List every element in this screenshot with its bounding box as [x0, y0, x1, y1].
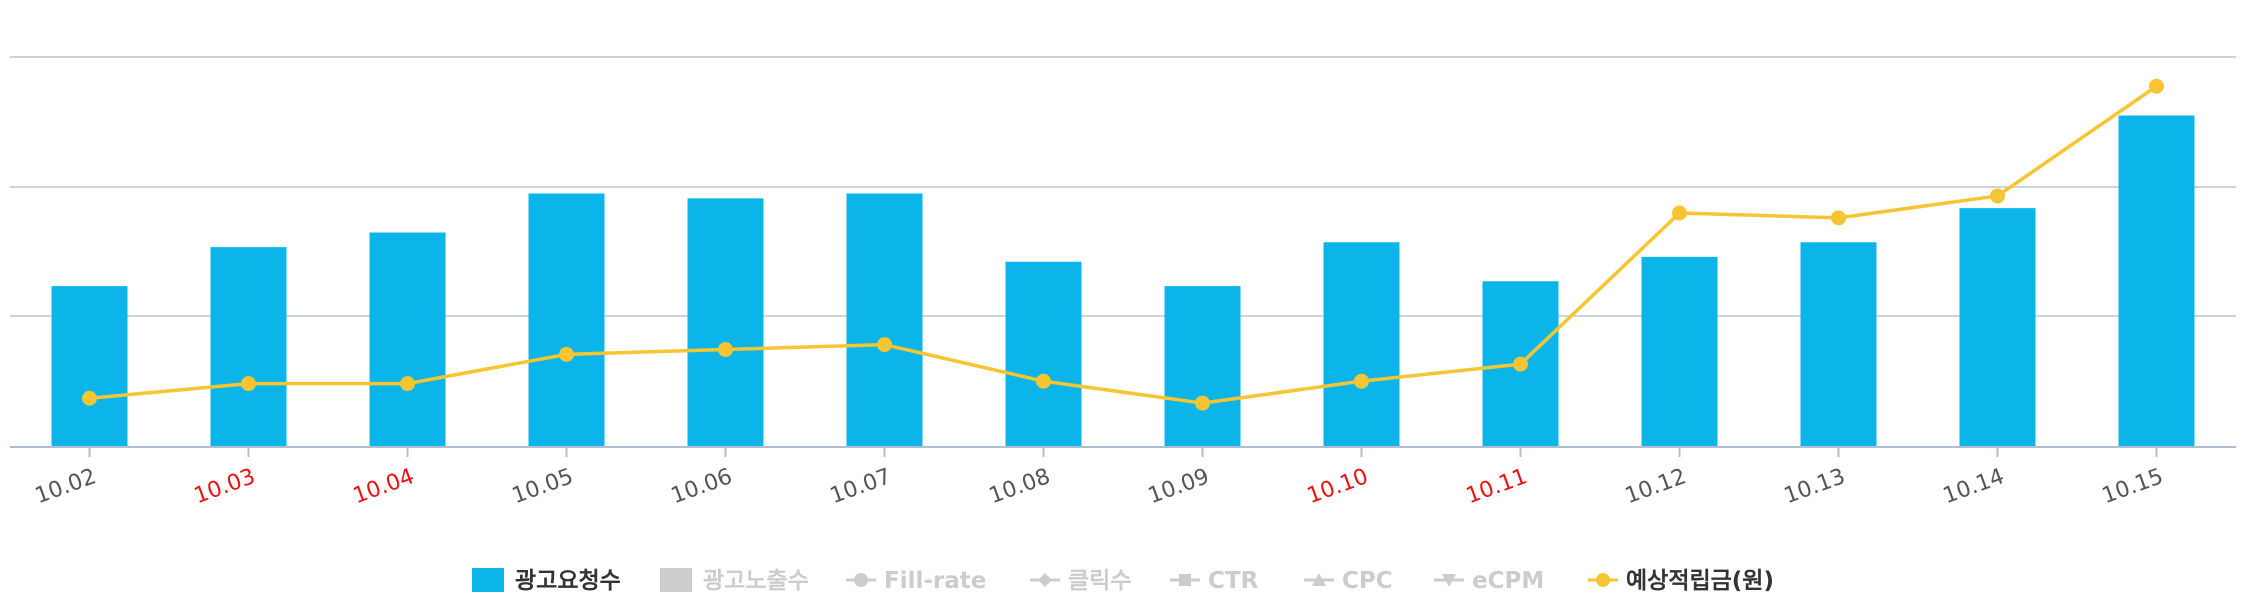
bar-10.09[interactable]: [1164, 286, 1241, 447]
legend-marker-diamond: [1038, 573, 1052, 587]
line-point-10.14[interactable]: [1990, 188, 2005, 204]
x-tick-label: 10.06: [668, 464, 736, 509]
bar-10.13[interactable]: [1800, 242, 1877, 447]
legend-marker-triangle-down: [1442, 574, 1456, 587]
line-point-10.12[interactable]: [1672, 205, 1687, 221]
legend-item-0[interactable]: 광고요청수: [472, 568, 621, 594]
legend-swatch: [660, 568, 692, 592]
legend[interactable]: 광고요청수 광고노출수 Fill-rate 클릭수 CTR CPC eCPM 예상적립금(원): [472, 568, 1774, 594]
x-tick-label: 10.14: [1940, 464, 2008, 509]
x-tick-label: 10.12: [1622, 464, 1690, 509]
x-tick-label: 10.03: [191, 464, 259, 509]
bar-10.06[interactable]: [687, 198, 764, 447]
bar-10.10[interactable]: [1323, 242, 1400, 447]
legend-label: 광고노출수: [703, 568, 809, 594]
legend-item-4[interactable]: CTR: [1170, 568, 1259, 594]
bar-10.12[interactable]: [1641, 256, 1718, 447]
line-point-10.03[interactable]: [241, 376, 256, 392]
line-series[interactable]: [82, 78, 2164, 411]
legend-label: 예상적립금(원): [1626, 568, 1774, 594]
legend-marker-circle: [854, 573, 868, 587]
legend-item-1[interactable]: 광고노출수: [660, 568, 809, 594]
line-point-10.04[interactable]: [400, 376, 415, 392]
legend-marker-circle: [1596, 573, 1610, 587]
legend-label: Fill-rate: [884, 568, 986, 594]
bar-10.08[interactable]: [1005, 261, 1082, 447]
line-point-10.02[interactable]: [82, 390, 97, 406]
x-tick-label: 10.10: [1304, 464, 1372, 509]
line-point-10.11[interactable]: [1513, 356, 1528, 372]
line-point-10.13[interactable]: [1831, 210, 1846, 226]
grid-layer: [10, 56, 2236, 317]
line-point-10.10[interactable]: [1354, 373, 1369, 389]
x-tick-label: 10.08: [986, 464, 1054, 509]
line-path: [89, 84, 2158, 405]
line-point-10.09[interactable]: [1195, 395, 1210, 411]
bar-10.05[interactable]: [528, 193, 605, 448]
legend-label: 광고요청수: [515, 568, 621, 594]
legend-label: 클릭수: [1068, 568, 1131, 594]
legend-swatch: [472, 568, 504, 592]
bar-10.03[interactable]: [210, 247, 287, 447]
legend-item-2[interactable]: Fill-rate: [846, 568, 986, 594]
bar-10.02[interactable]: [51, 286, 128, 447]
x-tick-label: 10.02: [32, 464, 100, 509]
legend-marker-square: [1179, 574, 1191, 586]
bar-series[interactable]: [51, 115, 2195, 448]
bar-10.07[interactable]: [846, 193, 923, 448]
legend-item-6[interactable]: eCPM: [1434, 568, 1544, 594]
legend-item-5[interactable]: CPC: [1304, 568, 1393, 594]
line-point-10.07[interactable]: [877, 337, 892, 353]
legend-item-7[interactable]: 예상적립금(원): [1588, 568, 1774, 594]
bar-10.04[interactable]: [369, 232, 446, 448]
x-tick-label: 10.13: [1781, 464, 1849, 509]
x-tick-label: 10.04: [350, 464, 418, 509]
legend-label: CPC: [1342, 568, 1393, 594]
x-tick-label: 10.09: [1145, 464, 1213, 509]
legend-label: eCPM: [1472, 568, 1544, 594]
x-tick-label: 10.11: [1463, 464, 1531, 509]
x-tick-label: 10.15: [2099, 464, 2167, 509]
x-axis: 10.02 10.03 10.04 10.05 10.06 10.07 10.08 10.09…: [10, 446, 2236, 509]
line-point-10.05[interactable]: [559, 346, 574, 362]
bar-10.15[interactable]: [2118, 115, 2195, 448]
legend-label: CTR: [1208, 568, 1259, 594]
legend-item-3[interactable]: 클릭수: [1030, 568, 1131, 594]
line-point-10.15[interactable]: [2149, 78, 2164, 94]
x-tick-label: 10.07: [827, 464, 895, 509]
line-point-10.08[interactable]: [1036, 373, 1051, 389]
line-point-10.06[interactable]: [718, 342, 733, 357]
x-tick-label: 10.05: [509, 464, 577, 509]
legend-marker-triangle: [1312, 573, 1326, 586]
bar-10.14[interactable]: [1959, 208, 2036, 447]
